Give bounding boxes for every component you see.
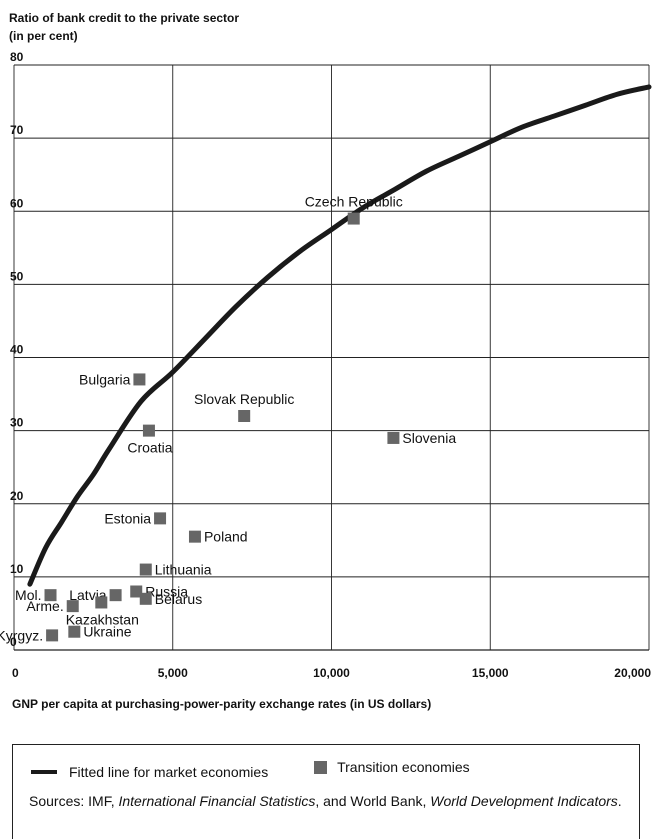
data-label: Estonia (104, 510, 151, 526)
data-point (130, 585, 143, 598)
data-label: Poland (204, 529, 248, 545)
data-label: Belarus (155, 591, 202, 607)
data-point (238, 410, 251, 422)
data-label: Arme. (26, 598, 63, 614)
x-tick-label: 20,000 (614, 666, 651, 680)
data-label: Slovenia (402, 430, 456, 446)
data-label: Mol. (15, 587, 41, 603)
data-label: Slovak Republic (194, 391, 294, 407)
y-tick-label: 30 (10, 416, 24, 430)
data-point (44, 589, 57, 602)
x-tick-label: 10,000 (313, 666, 350, 680)
data-point (66, 600, 79, 613)
y-tick-label: 0 (10, 635, 17, 649)
sources-title-2: World Development Indicators (430, 793, 618, 809)
x-tick-label: 0 (12, 666, 19, 680)
data-label: Czech Republic (305, 194, 403, 210)
data-point (188, 530, 201, 543)
y-tick-label: 60 (10, 196, 24, 210)
data-point (387, 431, 400, 444)
y-axis-title-line2: (in per cent) (9, 29, 78, 43)
y-tick-label: 50 (10, 269, 24, 283)
data-label: Russia (145, 584, 188, 600)
scatter-chart: 0 10 20 30 40 50 60 70 80 0 5,000 10,000 15,000 20,00… (0, 50, 652, 680)
y-tick-label: 20 (10, 489, 24, 503)
x-tick-label: 5,000 (158, 666, 188, 680)
data-point (139, 592, 152, 605)
legend-box: Fitted line for market economies Transit… (12, 744, 640, 839)
legend-item-marker: Transition economies (314, 759, 470, 775)
data-point (46, 629, 59, 642)
y-tick-label: 10 (10, 562, 24, 576)
data-point (68, 625, 81, 638)
data-point (347, 212, 360, 225)
fitted-line (27, 84, 652, 587)
y-tick-label: 80 (10, 50, 24, 64)
sources-title-1: International Financial Statistics (118, 793, 316, 809)
sources-prefix: Sources: IMF, (29, 793, 119, 809)
data-label: Ukraine (83, 624, 131, 640)
square-marker-swatch (314, 760, 328, 774)
data-point (133, 373, 146, 386)
legend-marker-label: Transition economies (337, 759, 470, 775)
y-axis-title-line1: Ratio of bank credit to the private sect… (9, 11, 240, 25)
legend: Fitted line for market economies Transit… (31, 759, 512, 780)
data-point (95, 596, 108, 609)
data-point (139, 563, 152, 576)
y-tick-label: 70 (10, 123, 24, 137)
sources-suffix: . (617, 793, 622, 809)
data-label: Kazakhstan (66, 611, 139, 627)
y-tick-label: 40 (10, 343, 24, 357)
sources-note: Sources: IMF, International Financial St… (29, 791, 629, 812)
data-point (109, 589, 122, 602)
data-point (142, 424, 155, 437)
data-label: Kyrgyz. (0, 627, 43, 643)
legend-item-line: Fitted line for market economies (31, 764, 268, 780)
data-label: Croatia (127, 440, 172, 456)
data-label: Bulgaria (79, 371, 131, 387)
fitted-line-swatch (31, 769, 57, 774)
legend-line-label: Fitted line for market economies (69, 763, 269, 780)
x-tick-label: 15,000 (472, 666, 509, 680)
x-axis-title: GNP per capita at purchasing-power-parit… (12, 697, 432, 711)
data-point (154, 512, 167, 525)
data-label: Lithuania (155, 562, 212, 578)
sources-middle: , and World Bank, (315, 793, 431, 809)
